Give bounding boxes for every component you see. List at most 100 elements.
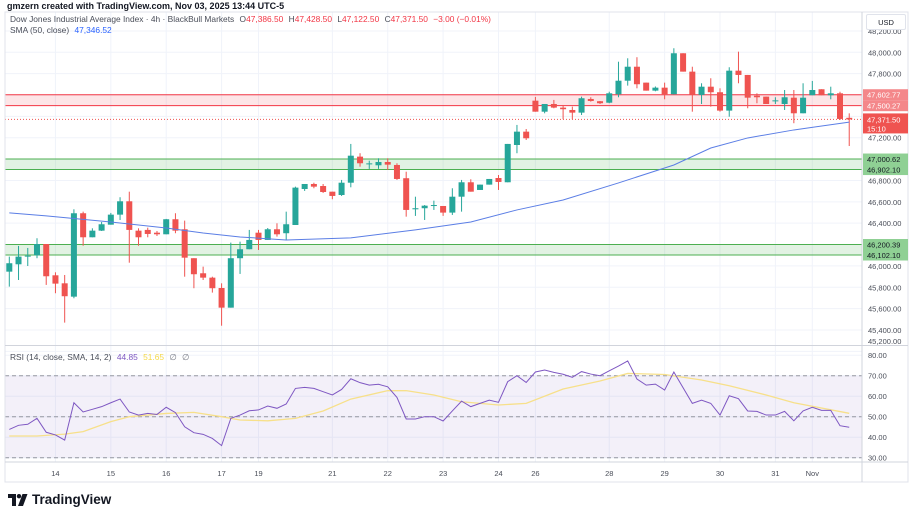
- low-label: L: [337, 14, 342, 24]
- time-tick-label: 21: [328, 469, 336, 478]
- sma-line: [9, 121, 850, 241]
- zones-layer: [5, 94, 862, 256]
- rsi-extra-1: ∅: [169, 352, 177, 362]
- time-tick-label: 19: [254, 469, 262, 478]
- zone-price-label-bg: [863, 164, 908, 176]
- rsi-legend: RSI (14, close, SMA, 14, 2) 44.85 51.65 …: [10, 352, 192, 362]
- candle-body: [633, 66, 640, 85]
- candle-body: [375, 161, 382, 166]
- time-tick-label: 14: [51, 469, 59, 478]
- price-tick-label: 47,200.00: [868, 134, 901, 143]
- candle-body: [717, 92, 724, 111]
- zone-price-label-bg: [863, 153, 908, 165]
- candle-body: [846, 117, 853, 120]
- main-legend: Dow Jones Industrial Average Index · 4h …: [10, 14, 494, 24]
- zone-price-label: 46,902.10: [867, 166, 900, 175]
- candle-body: [753, 95, 760, 98]
- credit-text: gmzern created with TradingView.com, Nov…: [7, 1, 285, 11]
- candle-body: [670, 53, 677, 95]
- sma-legend: SMA (50, close) 47,346.52: [10, 25, 115, 35]
- open-label: O: [239, 14, 247, 24]
- candle-body: [89, 230, 96, 238]
- candle-body: [283, 224, 290, 234]
- candle-body: [467, 182, 474, 192]
- candle-body: [486, 178, 493, 185]
- candle-body: [661, 87, 668, 95]
- candle-body: [477, 184, 484, 190]
- zone-price-label: 47,500.27: [867, 102, 900, 111]
- candle-body: [98, 224, 105, 231]
- candle-body: [15, 256, 22, 265]
- candle-body: [827, 93, 834, 96]
- price-tick-label: 48,200.00: [868, 27, 901, 36]
- candle-body: [384, 161, 391, 165]
- price-tick-label: 46,600.00: [868, 198, 901, 207]
- candle-body: [763, 96, 770, 104]
- candle-body: [200, 273, 207, 278]
- candle-body: [578, 98, 585, 113]
- candle-body: [430, 205, 437, 207]
- candle-body: [818, 89, 825, 96]
- candle-body: [6, 263, 13, 272]
- candle-body: [532, 100, 539, 112]
- candle-body: [181, 229, 188, 258]
- high-value: 47,428.50: [294, 14, 332, 24]
- time-tick-label: 28: [605, 469, 613, 478]
- candle-body: [190, 258, 197, 275]
- candle-body: [440, 205, 447, 213]
- candle-body: [652, 87, 659, 91]
- sma-label[interactable]: SMA (50, close): [10, 25, 70, 35]
- candle-body: [70, 213, 77, 297]
- candle-body: [790, 97, 797, 114]
- candle-body: [366, 163, 373, 165]
- candle-body: [550, 103, 557, 108]
- price-tick-label: 45,400.00: [868, 326, 901, 335]
- rsi-tick-label: 70.00: [868, 372, 887, 381]
- candle-body: [615, 80, 622, 95]
- zone-price-label-bg: [863, 249, 908, 261]
- candle-body: [606, 93, 613, 103]
- currency-button[interactable]: USD: [866, 14, 906, 30]
- low-value: 47,122.50: [341, 14, 380, 24]
- candle-body: [726, 70, 733, 111]
- candle-body: [458, 182, 465, 197]
- candle-body: [800, 97, 807, 114]
- sma-value: 47,346.52: [74, 25, 112, 35]
- rsi-label[interactable]: RSI (14, close, SMA, 14, 2): [10, 352, 112, 362]
- zone-price-label: 47,602.77: [867, 91, 900, 100]
- candle-body: [449, 196, 456, 213]
- rsi-sma-value: 51.65: [143, 352, 165, 362]
- rsi-tick-label: 60.00: [868, 392, 887, 401]
- bar-countdown-label: 15:10: [867, 124, 886, 133]
- time-tick-label: 15: [107, 469, 115, 478]
- candle-body: [587, 98, 594, 102]
- candle-body: [61, 283, 68, 297]
- candle-body: [772, 100, 779, 102]
- candle-body: [218, 288, 225, 308]
- symbol-title[interactable]: Dow Jones Industrial Average Index · 4h …: [10, 14, 235, 24]
- candle-body: [126, 201, 133, 230]
- rsi-tick-label: 80.00: [868, 351, 887, 360]
- candle-body: [347, 155, 354, 183]
- candle-body: [273, 229, 280, 235]
- candle-body: [227, 258, 234, 308]
- zone-price-label-bg: [863, 100, 908, 112]
- time-tick-label: 24: [494, 469, 502, 478]
- time-tick-label: 22: [384, 469, 392, 478]
- brand-name: TradingView: [32, 492, 112, 507]
- candle-body: [680, 53, 687, 72]
- candle-body: [735, 70, 742, 75]
- candle-body: [523, 131, 530, 139]
- candle-body: [264, 229, 271, 240]
- candle-body: [597, 101, 604, 104]
- candle-body: [781, 97, 788, 104]
- candle-body: [320, 186, 327, 192]
- candle-body: [837, 93, 843, 119]
- time-tick-label: Nov: [806, 469, 820, 478]
- rsi-line: [9, 360, 850, 447]
- price-tick-label: 46,000.00: [868, 262, 901, 271]
- candle-body: [301, 183, 308, 190]
- zone-price-label: 47,000.62: [867, 155, 900, 164]
- candle-body: [809, 90, 816, 96]
